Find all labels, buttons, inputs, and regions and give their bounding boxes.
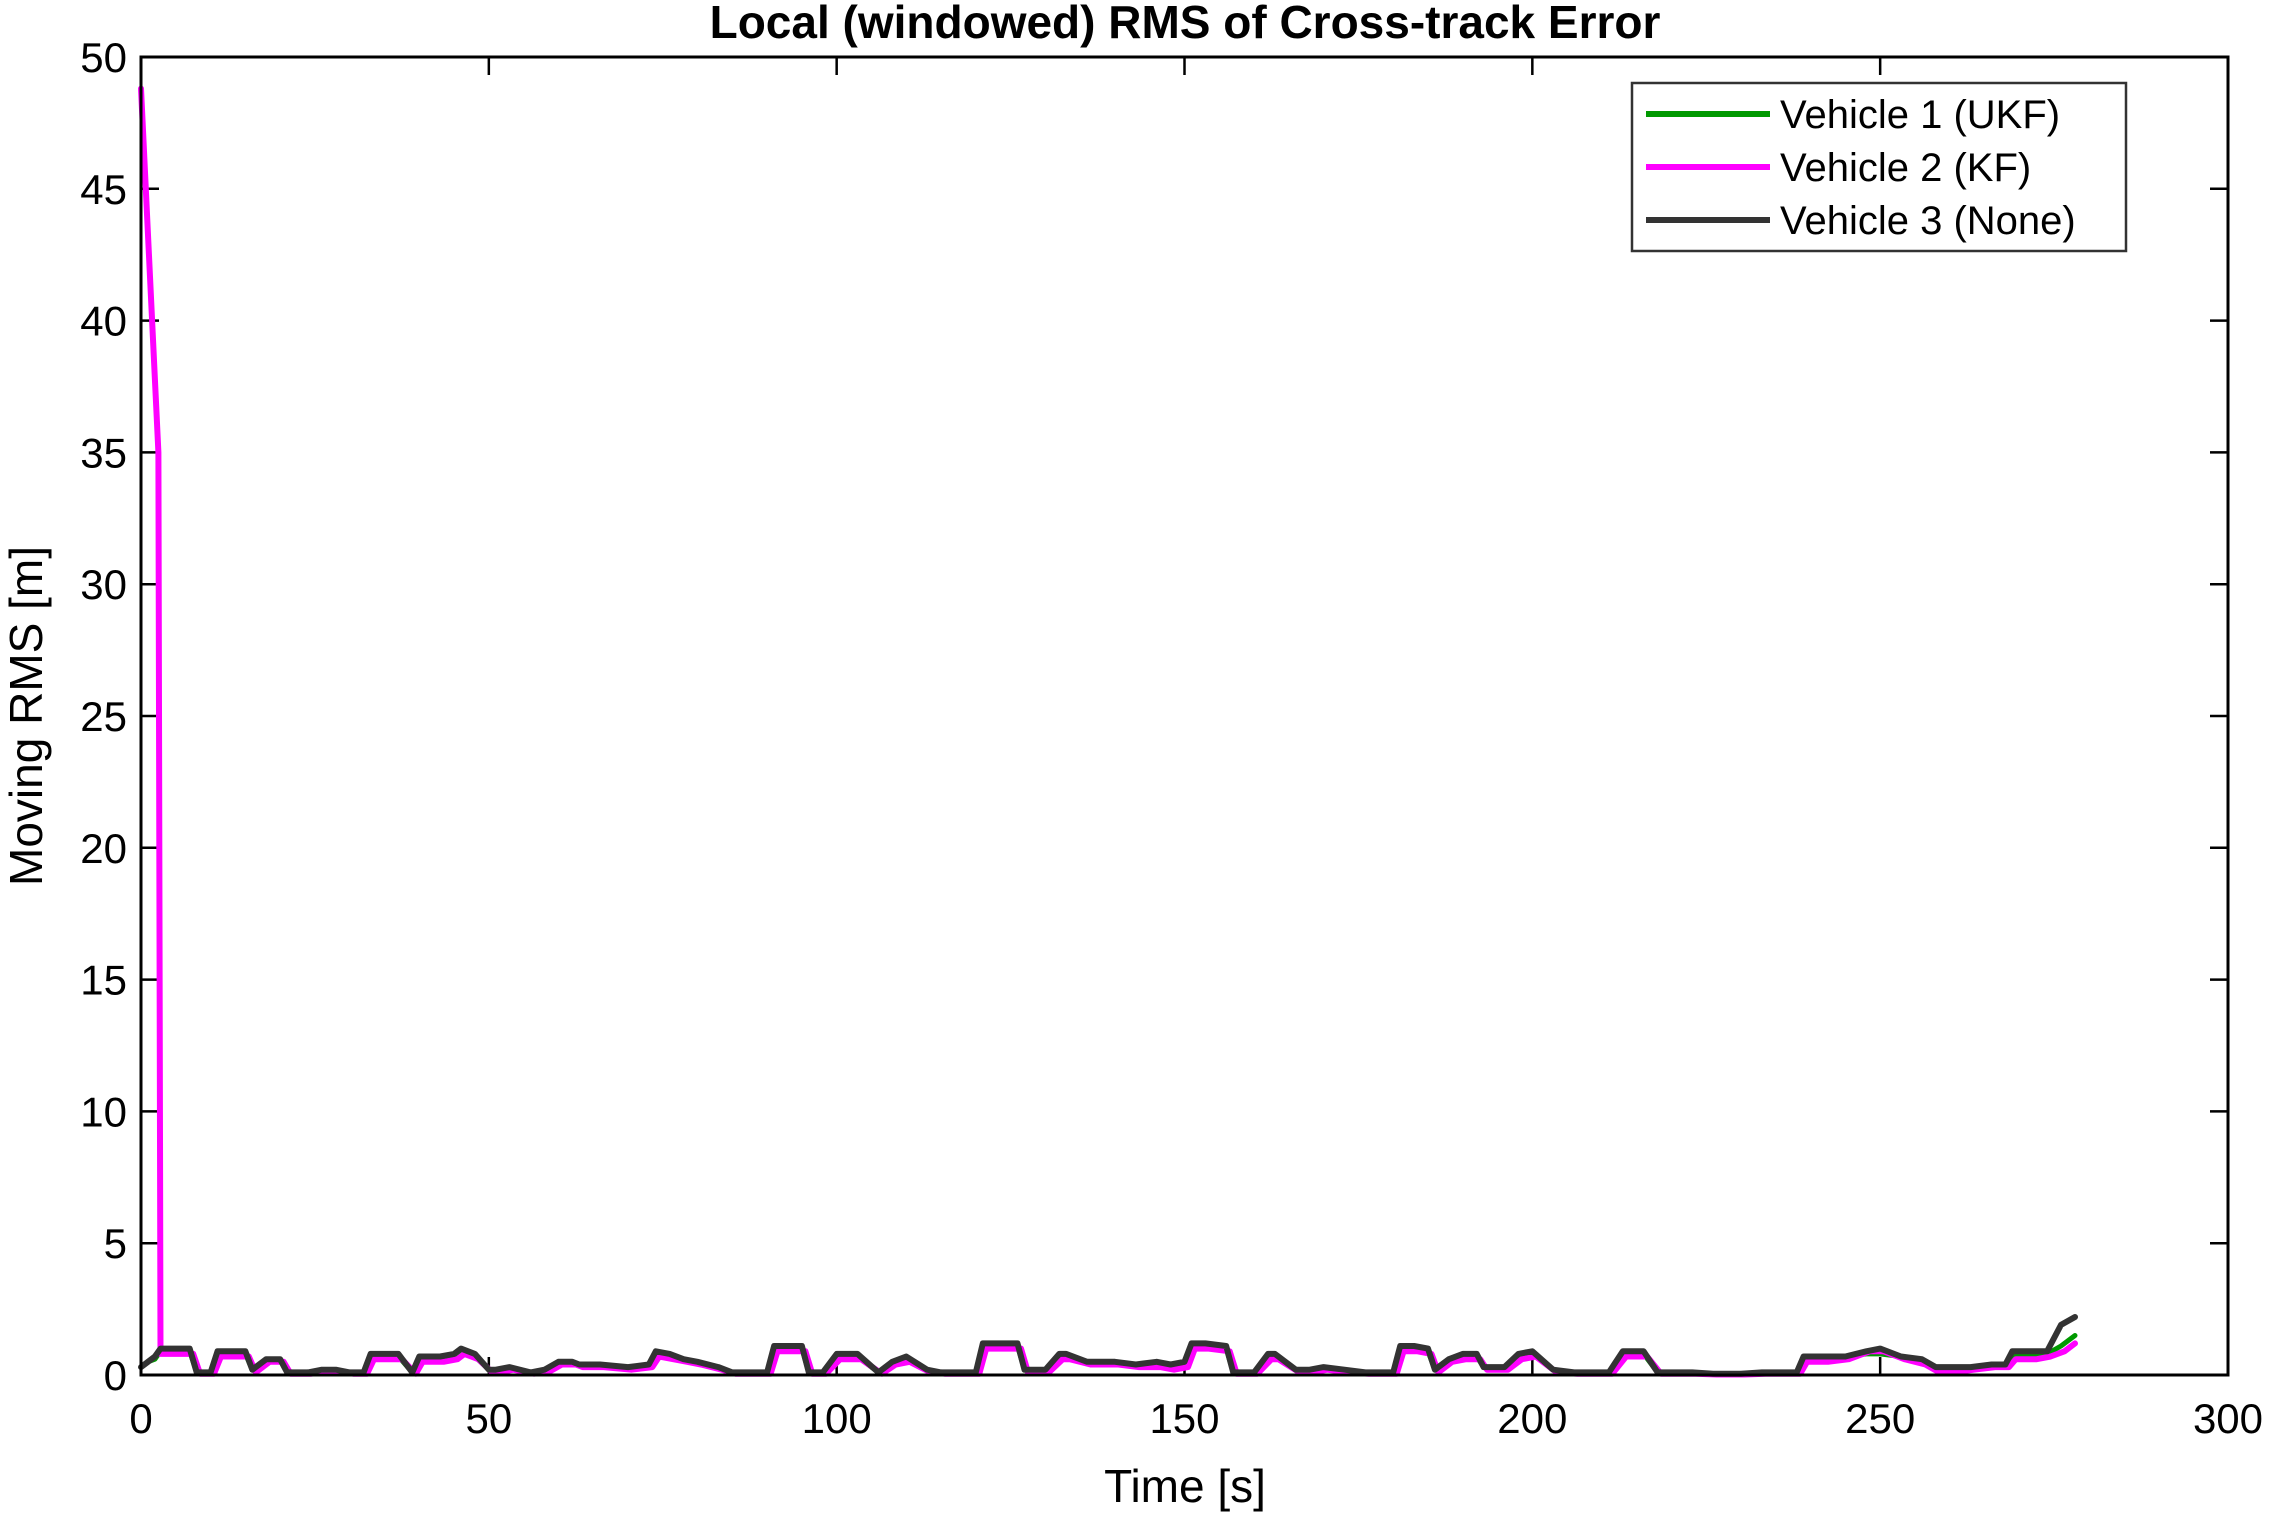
y-tick-label: 15 [80, 957, 127, 1004]
tick-labels: 0 50 100 150 200 250 300 0 5 10 15 20 25 30 35 40 45 50 [80, 34, 2263, 1442]
x-tick-label: 300 [2193, 1395, 2263, 1442]
x-tick-label: 150 [1149, 1395, 1219, 1442]
y-tick-label: 35 [80, 429, 127, 476]
legend-label-vehicle-3: Vehicle 3 (None) [1780, 199, 2076, 243]
chart-title: Local (windowed) RMS of Cross-track Erro… [710, 0, 1661, 48]
x-tick-label: 50 [465, 1395, 512, 1442]
legend-label-vehicle-2: Vehicle 2 (KF) [1780, 146, 2031, 190]
y-tick-label: 0 [104, 1352, 127, 1399]
y-tick-label: 5 [104, 1220, 127, 1267]
y-tick-label: 20 [80, 825, 127, 872]
x-tick-label: 250 [1845, 1395, 1915, 1442]
plot-frame [139, 55, 2230, 1377]
y-tick-label: 10 [80, 1088, 127, 1135]
x-tick-label: 0 [129, 1395, 152, 1442]
y-tick-label: 40 [80, 298, 127, 345]
plot-area [141, 57, 2228, 1375]
legend: Vehicle 1 (UKF) Vehicle 2 (KF) Vehicle 3… [1630, 81, 2128, 253]
x-axis-label: Time [s] [1104, 1460, 1266, 1512]
y-tick-label: 30 [80, 561, 127, 608]
y-tick-label: 25 [80, 693, 127, 740]
y-tick-label: 50 [80, 34, 127, 81]
x-tick-label: 100 [802, 1395, 872, 1442]
y-tick-label: 45 [80, 166, 127, 213]
y-axis-label: Moving RMS [m] [0, 546, 52, 886]
legend-label-vehicle-1: Vehicle 1 (UKF) [1780, 93, 2060, 137]
series-line-vehicle-3 [138, 1314, 2078, 1377]
x-tick-label: 200 [1497, 1395, 1567, 1442]
